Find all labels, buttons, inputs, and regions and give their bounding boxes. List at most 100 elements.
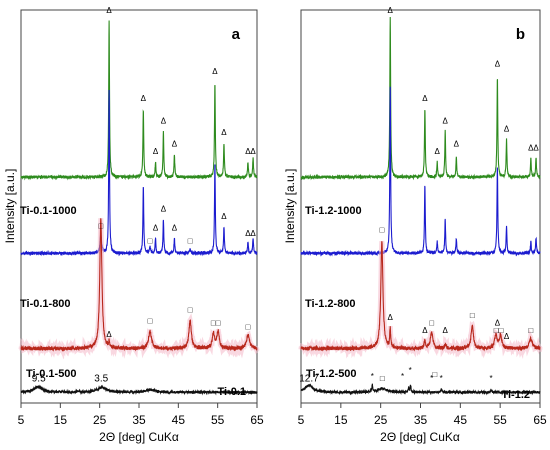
chart-panel-a: a Intensity [a.u.] 2Θ [deg] CuKα 5 15 25 35… — [3, 6, 264, 444]
x-tick-label: 25 — [93, 413, 107, 427]
chart-panel-b: b Intensity [a.u.] 2Θ [deg] CuKα 5 15 25 35… — [283, 6, 547, 444]
peak-annotation: Δ — [172, 140, 178, 149]
peak-annotation: Δ — [250, 147, 256, 156]
x-tick-label: 55 — [211, 413, 225, 427]
series-line-ti-1-2-500 — [300, 241, 541, 352]
peak-annotation: □ — [379, 225, 384, 234]
y-axis-label-b: Intensity [a.u.] — [283, 169, 297, 244]
peak-annotation: Δ — [161, 117, 167, 126]
x-tick-label: 55 — [493, 413, 507, 427]
panel-letter-a: a — [232, 26, 241, 43]
x-tick-label: 65 — [533, 413, 547, 427]
series-line-ti-0-1 — [20, 384, 258, 396]
x-tick-label: 15 — [334, 413, 348, 427]
peak-annotation: □ — [148, 237, 153, 246]
peak-annotation: Δ — [443, 117, 449, 126]
peak-annotation: Δ — [388, 6, 394, 15]
peak-annotation: Δ — [212, 67, 218, 76]
x-tick-label: 5 — [298, 413, 305, 427]
series-label-ti-0-1-1000: Ti-0.1-1000 — [20, 205, 77, 217]
peak-annotation: Δ — [422, 326, 428, 335]
peak-annotation: Δ — [495, 319, 501, 328]
x-axis-label-b: 2Θ [deg] CuKα — [380, 430, 460, 444]
peak-annotation: □ — [188, 237, 193, 246]
peak-annotation: Δ — [141, 94, 147, 103]
x-tick-label: 45 — [172, 413, 186, 427]
labels-layer-a: Ti-0.1-1000 Ti-0.1-800 Ti-0.1-500 Ti-0.1 — [20, 205, 246, 398]
peak-annotation: * — [371, 372, 374, 381]
series-line-ti-1-2-1000 — [300, 17, 541, 181]
series-line-ti-1-2 — [300, 383, 541, 396]
peak-annotation: * — [409, 366, 412, 375]
x-tick-label: 45 — [454, 413, 468, 427]
peak-annotation: Δ — [106, 330, 112, 339]
x-tick-label: 35 — [132, 413, 146, 427]
peak-annotation: □ — [246, 322, 251, 331]
x-axis-label-a: 2Θ [deg] CuKα — [99, 430, 179, 444]
peak-annotation: □ — [148, 317, 153, 326]
peak-annotation: * — [489, 374, 492, 383]
series-label-ti-1-2-500: Ti-1.2-500 — [306, 368, 357, 380]
series-halo-ti-0-1-500 — [18, 218, 260, 360]
series-label-ti-1-2: Ti-1.2 — [501, 389, 530, 401]
peak-annotation: Δ — [495, 60, 501, 69]
series-label-ti-1-2-1000: Ti-1.2-1000 — [305, 205, 362, 217]
peak-annotation: Δ — [245, 147, 251, 156]
peak-annotation: □ — [528, 326, 533, 335]
series-label-ti-1-2-800: Ti-1.2-800 — [305, 298, 356, 310]
peak-annotation: □□ — [494, 326, 504, 335]
x-tick-label: 35 — [414, 413, 428, 427]
peak-annotation: Δ — [454, 140, 460, 149]
peak-annotation: Δ — [250, 229, 256, 238]
peak-annotation: □ — [429, 319, 434, 328]
series-layer-b — [298, 17, 543, 396]
peak-annotation: Δ — [106, 6, 112, 15]
peak-annotation: 12.7 — [299, 374, 319, 385]
series-line-ti-0-1-800 — [20, 90, 258, 257]
x-ticks-b: 5 15 25 35 45 55 65 — [298, 403, 547, 427]
peak-annotation: Δ — [153, 223, 159, 232]
peak-annotation: 3.5 — [94, 374, 108, 385]
peak-annotation: □□ — [211, 319, 221, 328]
peak-annotation: Δ — [221, 128, 227, 137]
x-tick-label: 15 — [54, 413, 68, 427]
peak-annotation: Δ — [161, 204, 167, 213]
x-tick-label: 65 — [250, 413, 264, 427]
series-label-ti-0-1: Ti-0.1 — [217, 386, 246, 398]
peak-annotation: Δ — [504, 124, 510, 133]
peak-annotation: Δ — [172, 223, 178, 232]
peak-annotation: □ — [432, 370, 437, 379]
series-layer-a — [18, 20, 260, 396]
peak-annotation: Δ — [245, 229, 251, 238]
peak-annotation: Δ — [435, 147, 441, 156]
peak-annotation: * — [401, 372, 404, 381]
x-tick-label: 25 — [374, 413, 388, 427]
peak-annotation: Δ — [504, 332, 510, 341]
peak-annotation: □ — [470, 311, 475, 320]
peak-annotation: □ — [188, 305, 193, 314]
labels-layer-b: Ti-1.2-1000 Ti-1.2-800 Ti-1.2-500 Ti-1.2 — [305, 205, 530, 401]
peak-annotation: Δ — [221, 212, 227, 221]
series-label-ti-0-1-500: Ti-0.1-500 — [26, 368, 77, 380]
peak-annotation: Δ — [422, 94, 428, 103]
series-line-ti-0-1-500 — [20, 218, 258, 352]
x-ticks-a: 5 15 25 35 45 55 65 — [18, 403, 264, 427]
peak-annotation: Δ — [388, 313, 394, 322]
peak-annotation: □ — [380, 374, 385, 383]
y-axis-label-a: Intensity [a.u.] — [3, 169, 17, 244]
series-line-ti-0-1-1000 — [20, 20, 258, 181]
peak-annotation: * — [430, 374, 433, 383]
peak-annotation: Δ — [443, 326, 449, 335]
panel-letter-b: b — [516, 26, 525, 43]
series-label-ti-0-1-800: Ti-0.1-800 — [20, 298, 71, 310]
peak-annotation: Δ — [533, 143, 539, 152]
peak-annotation: * — [440, 374, 443, 383]
series-line-ti-1-2-800 — [300, 86, 541, 257]
peak-annotation: □ — [98, 221, 103, 230]
peak-annotation: 9.5 — [32, 374, 46, 385]
peak-annotation: Δ — [153, 147, 159, 156]
peak-annotation: Δ — [528, 143, 534, 152]
